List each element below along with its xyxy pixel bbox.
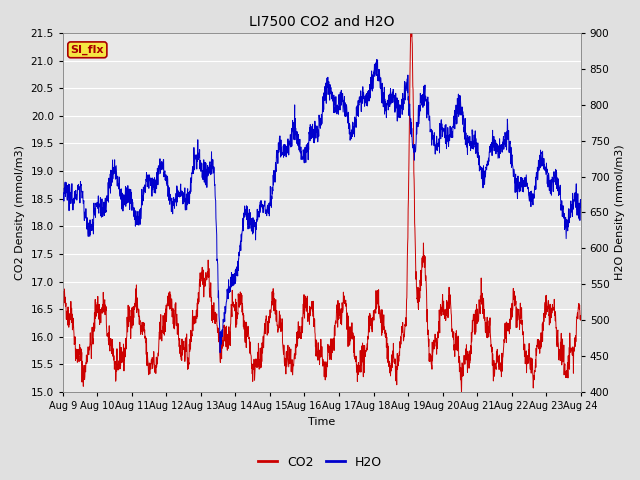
Y-axis label: H2O Density (mmol/m3): H2O Density (mmol/m3) — [615, 144, 625, 280]
Y-axis label: CO2 Density (mmol/m3): CO2 Density (mmol/m3) — [15, 145, 25, 280]
Title: LI7500 CO2 and H2O: LI7500 CO2 and H2O — [249, 15, 394, 29]
Legend: CO2, H2O: CO2, H2O — [253, 451, 387, 474]
Text: SI_flx: SI_flx — [70, 45, 104, 55]
X-axis label: Time: Time — [308, 417, 335, 427]
